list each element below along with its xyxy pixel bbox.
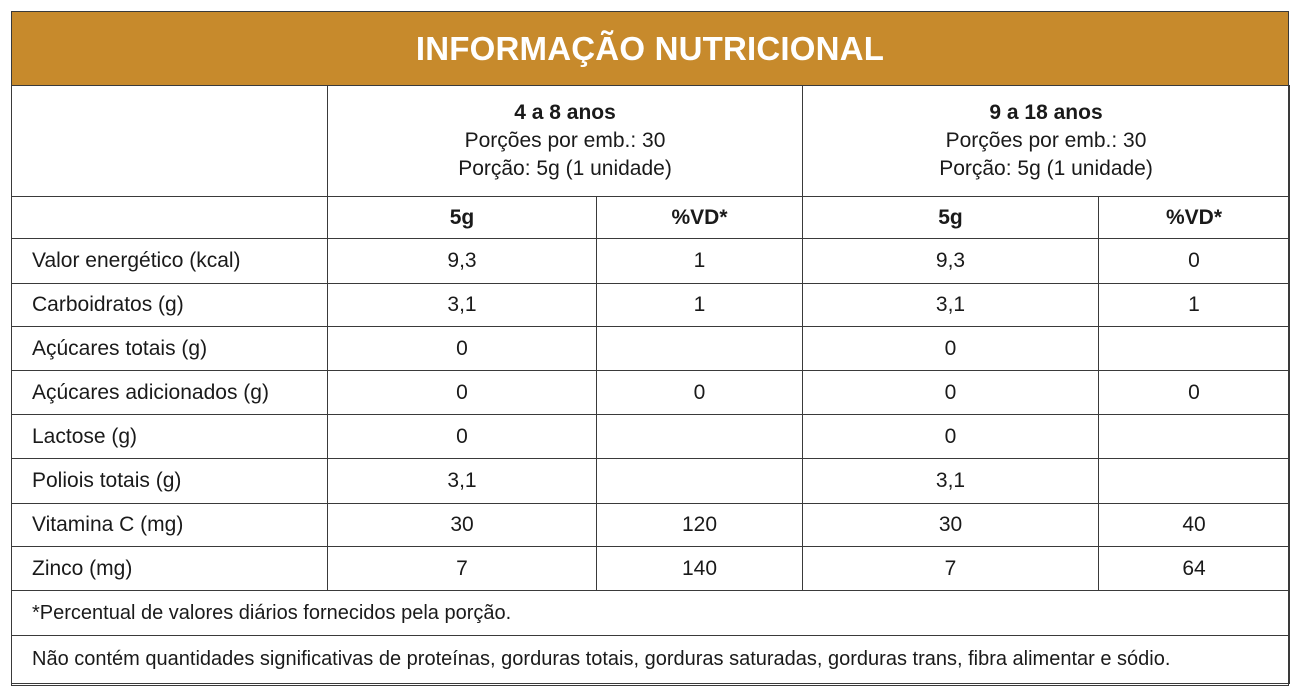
value-cell <box>1098 326 1291 371</box>
nutrient-label: Zinco (mg) <box>11 546 328 591</box>
nutrient-label: Poliois totais (g) <box>11 458 328 504</box>
value-cell: 30 <box>802 503 1100 547</box>
footnote-row: Não contém quantidades significativas de… <box>10 635 1291 684</box>
value-cell: 7 <box>802 546 1100 591</box>
value-cell: 9,3 <box>802 238 1100 284</box>
nutrient-label: Carboidratos (g) <box>11 283 328 327</box>
value-cell: 140 <box>595 546 804 591</box>
value-cell <box>1098 458 1291 504</box>
value-cell: 0 <box>327 326 597 371</box>
value-cell: 0 <box>1098 370 1291 415</box>
age-group-header-row: 4 a 8 anos Porções por emb.: 30 Porção: … <box>11 85 1291 197</box>
age-group-label: 9 a 18 anos <box>989 101 1103 124</box>
daily-value-footnote: *Percentual de valores diários fornecido… <box>10 590 1291 636</box>
nutrient-label: Açúcares adicionados (g) <box>11 370 328 415</box>
value-cell: 9,3 <box>327 238 597 284</box>
value-cell: 3,1 <box>327 458 597 504</box>
empty-label-header <box>11 196 328 239</box>
value-cell: 0 <box>595 370 804 415</box>
value-cell: 1 <box>595 238 804 284</box>
value-cell: 3,1 <box>327 283 597 327</box>
table-row: Lactose (g) 0 0 <box>11 414 1291 459</box>
value-cell: 3,1 <box>802 458 1100 504</box>
portion-size: Porção: 5g (1 unidade) <box>458 157 672 180</box>
value-cell: 1 <box>1098 283 1291 327</box>
value-cell: 0 <box>327 370 597 415</box>
age-group-4-8: 4 a 8 anos Porções por emb.: 30 Porção: … <box>326 85 804 197</box>
table-row: Açúcares totais (g) 0 0 <box>11 326 1291 371</box>
age-group-label: 4 a 8 anos <box>514 101 616 124</box>
value-cell: 0 <box>802 326 1100 371</box>
table-row: Carboidratos (g) 3,1 1 3,1 1 <box>11 283 1291 327</box>
table-row: Valor energético (kcal) 9,3 1 9,3 0 <box>11 238 1291 284</box>
nutrient-label: Valor energético (kcal) <box>11 238 328 284</box>
table-row: Zinco (mg) 7 140 7 64 <box>11 546 1291 591</box>
value-cell <box>1098 414 1291 459</box>
age-group-9-18: 9 a 18 anos Porções por emb.: 30 Porção:… <box>802 85 1291 197</box>
value-cell: 30 <box>327 503 597 547</box>
portions-per-package: Porções por emb.: 30 <box>464 129 666 152</box>
value-cell: 0 <box>1098 238 1291 284</box>
value-cell <box>595 458 804 504</box>
page-title: INFORMAÇÃO NUTRICIONAL <box>415 29 885 67</box>
value-cell: 0 <box>802 414 1100 459</box>
value-cell <box>595 326 804 371</box>
value-cell: 120 <box>595 503 804 547</box>
value-cell <box>595 414 804 459</box>
footnote-row: *Percentual de valores diários fornecido… <box>10 590 1291 636</box>
nutrition-facts-panel: INFORMAÇÃO NUTRICIONAL 4 a 8 anos Porçõe… <box>10 11 1291 686</box>
table-row: Poliois totais (g) 3,1 3,1 <box>11 458 1291 504</box>
not-significant-footnote: Não contém quantidades significativas de… <box>10 635 1291 684</box>
portions-per-package: Porções por emb.: 30 <box>945 129 1147 152</box>
value-cell: 3,1 <box>802 283 1100 327</box>
value-cell: 0 <box>327 414 597 459</box>
value-cell: 0 <box>802 370 1100 415</box>
value-cell: 64 <box>1098 546 1291 591</box>
nutrition-table: 4 a 8 anos Porções por emb.: 30 Porção: … <box>10 85 1291 684</box>
value-cell: 40 <box>1098 503 1291 547</box>
value-cell: 7 <box>327 546 597 591</box>
column-header-row: 5g %VD* 5g %VD* <box>11 196 1291 239</box>
nutrient-label: Açúcares totais (g) <box>11 326 328 371</box>
table-row: Açúcares adicionados (g) 0 0 0 0 <box>11 370 1291 415</box>
column-header: 5g <box>802 196 1100 239</box>
column-header: 5g <box>327 196 597 239</box>
column-header: %VD* <box>595 196 804 239</box>
column-header: %VD* <box>1098 196 1291 239</box>
empty-corner-cell <box>11 85 328 197</box>
value-cell: 1 <box>595 283 804 327</box>
nutrient-label: Lactose (g) <box>11 414 328 459</box>
header-bar: INFORMAÇÃO NUTRICIONAL <box>12 12 1288 85</box>
portion-size: Porção: 5g (1 unidade) <box>939 157 1153 180</box>
table-row: Vitamina C (mg) 30 120 30 40 <box>11 503 1291 547</box>
nutrient-label: Vitamina C (mg) <box>11 503 328 547</box>
